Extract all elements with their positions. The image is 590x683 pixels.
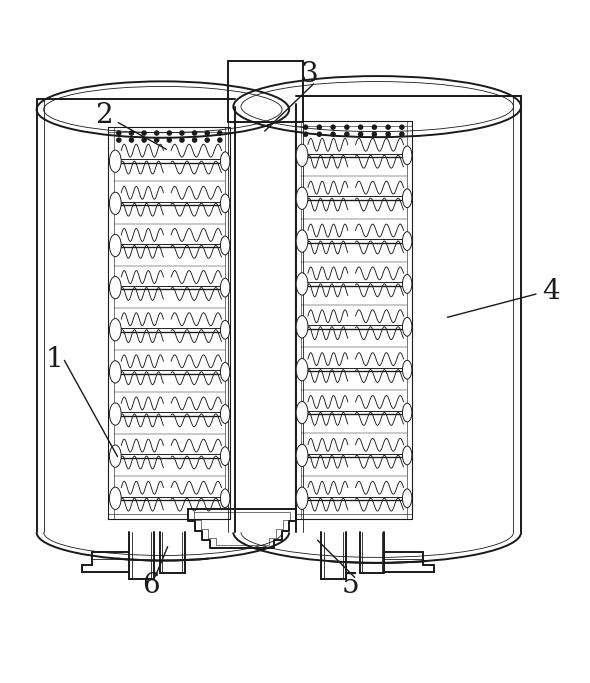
Text: 3: 3 bbox=[301, 61, 319, 88]
Ellipse shape bbox=[296, 187, 308, 210]
Ellipse shape bbox=[402, 446, 412, 465]
Ellipse shape bbox=[221, 363, 230, 381]
Circle shape bbox=[303, 125, 307, 129]
Circle shape bbox=[155, 131, 159, 135]
Circle shape bbox=[129, 138, 133, 142]
Circle shape bbox=[345, 132, 349, 137]
Ellipse shape bbox=[109, 150, 121, 172]
Ellipse shape bbox=[221, 278, 230, 297]
Circle shape bbox=[180, 138, 184, 142]
Text: 5: 5 bbox=[342, 572, 359, 599]
Ellipse shape bbox=[109, 361, 121, 383]
Circle shape bbox=[317, 125, 322, 129]
Circle shape bbox=[129, 131, 133, 135]
Ellipse shape bbox=[296, 144, 308, 167]
Polygon shape bbox=[188, 509, 296, 548]
Ellipse shape bbox=[296, 273, 308, 295]
Circle shape bbox=[142, 131, 146, 135]
Ellipse shape bbox=[296, 444, 308, 466]
Text: 6: 6 bbox=[142, 572, 160, 599]
Circle shape bbox=[331, 132, 335, 137]
Ellipse shape bbox=[402, 403, 412, 422]
Circle shape bbox=[345, 125, 349, 129]
Circle shape bbox=[372, 125, 376, 129]
Ellipse shape bbox=[109, 277, 121, 298]
Ellipse shape bbox=[402, 275, 412, 293]
Ellipse shape bbox=[402, 146, 412, 165]
Circle shape bbox=[192, 131, 196, 135]
Circle shape bbox=[218, 138, 222, 142]
Ellipse shape bbox=[296, 230, 308, 252]
Circle shape bbox=[386, 125, 390, 129]
Ellipse shape bbox=[296, 359, 308, 381]
Circle shape bbox=[331, 125, 335, 129]
Circle shape bbox=[117, 138, 121, 142]
Ellipse shape bbox=[221, 320, 230, 339]
Circle shape bbox=[359, 132, 363, 137]
Ellipse shape bbox=[402, 489, 412, 507]
Ellipse shape bbox=[221, 489, 230, 507]
Ellipse shape bbox=[109, 192, 121, 214]
Ellipse shape bbox=[402, 318, 412, 336]
Ellipse shape bbox=[109, 234, 121, 257]
Ellipse shape bbox=[221, 194, 230, 212]
Ellipse shape bbox=[296, 402, 308, 423]
Ellipse shape bbox=[109, 318, 121, 341]
Ellipse shape bbox=[221, 236, 230, 255]
Ellipse shape bbox=[109, 445, 121, 467]
Ellipse shape bbox=[221, 447, 230, 466]
Ellipse shape bbox=[296, 487, 308, 510]
Circle shape bbox=[168, 138, 171, 142]
Circle shape bbox=[400, 125, 404, 129]
Ellipse shape bbox=[221, 404, 230, 423]
Circle shape bbox=[205, 138, 209, 142]
Circle shape bbox=[180, 131, 184, 135]
Text: 4: 4 bbox=[542, 278, 559, 305]
Circle shape bbox=[386, 132, 390, 137]
Ellipse shape bbox=[221, 152, 230, 171]
Ellipse shape bbox=[402, 361, 412, 379]
Text: 2: 2 bbox=[96, 102, 113, 129]
Circle shape bbox=[218, 131, 222, 135]
Circle shape bbox=[155, 138, 159, 142]
Circle shape bbox=[359, 125, 363, 129]
Circle shape bbox=[372, 132, 376, 137]
Circle shape bbox=[400, 132, 404, 137]
Text: 1: 1 bbox=[45, 346, 63, 373]
Ellipse shape bbox=[402, 232, 412, 251]
Ellipse shape bbox=[109, 403, 121, 426]
Circle shape bbox=[205, 131, 209, 135]
Circle shape bbox=[192, 138, 196, 142]
Ellipse shape bbox=[402, 189, 412, 208]
Circle shape bbox=[303, 132, 307, 137]
Circle shape bbox=[317, 132, 322, 137]
Circle shape bbox=[142, 138, 146, 142]
Ellipse shape bbox=[109, 487, 121, 510]
Circle shape bbox=[117, 131, 121, 135]
Circle shape bbox=[168, 131, 171, 135]
Ellipse shape bbox=[296, 316, 308, 338]
